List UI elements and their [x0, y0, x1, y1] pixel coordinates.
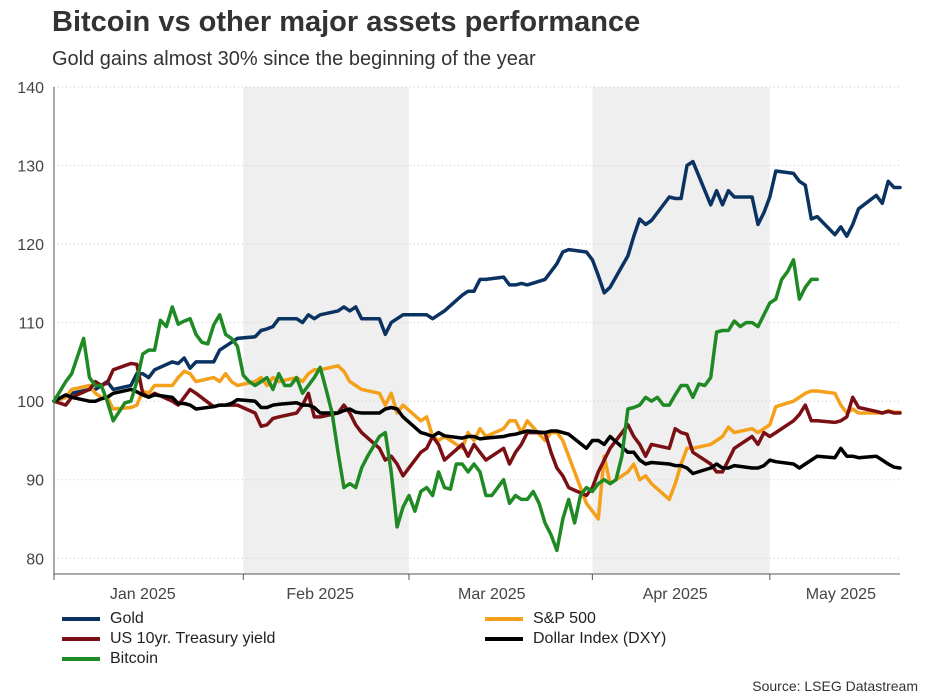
series-line-s-p-500: [52, 364, 902, 521]
x-tick-labels: Jan 2025 Feb 2025 Mar 2025 Apr 2025 May 2025: [110, 586, 876, 603]
series-line-bitcoin: [52, 258, 819, 553]
series-line-dollar-index-dxy: [52, 387, 902, 476]
x-tick-label-feb-2025: Feb 2025: [286, 586, 354, 603]
y-tick-label-80: 80: [26, 551, 44, 568]
y-tick-label-120: 120: [17, 237, 44, 254]
y-tick-label-130: 130: [17, 159, 44, 176]
chart-subtitle: Gold gains almost 30% since the beginnin…: [52, 48, 536, 70]
y-tick-label-90: 90: [26, 473, 44, 490]
y-tick-labels: 80 90 100 110 120 130 140: [17, 80, 44, 568]
series-line-us-10yr-treasury-yield: [52, 361, 902, 498]
series-lines: [52, 159, 902, 553]
shaded-period-1: [243, 87, 409, 574]
shaded-period-2: [592, 87, 770, 574]
axes: [53, 87, 900, 580]
chart-title: Bitcoin vs other major assets performanc…: [52, 6, 641, 38]
x-tick-label-jan-2025: Jan 2025: [110, 586, 176, 603]
series-line-gold: [52, 159, 902, 403]
source-note: Source: LSEG Datastream: [752, 678, 918, 694]
y-tick-label-140: 140: [17, 80, 44, 97]
x-tick-label-apr-2025: Apr 2025: [643, 586, 708, 603]
x-tick-label-may-2025: May 2025: [806, 586, 876, 603]
y-tick-label-100: 100: [17, 394, 44, 411]
x-tick-label-mar-2025: Mar 2025: [458, 586, 526, 603]
y-tick-label-110: 110: [18, 316, 44, 333]
shaded-periods: [243, 87, 770, 574]
